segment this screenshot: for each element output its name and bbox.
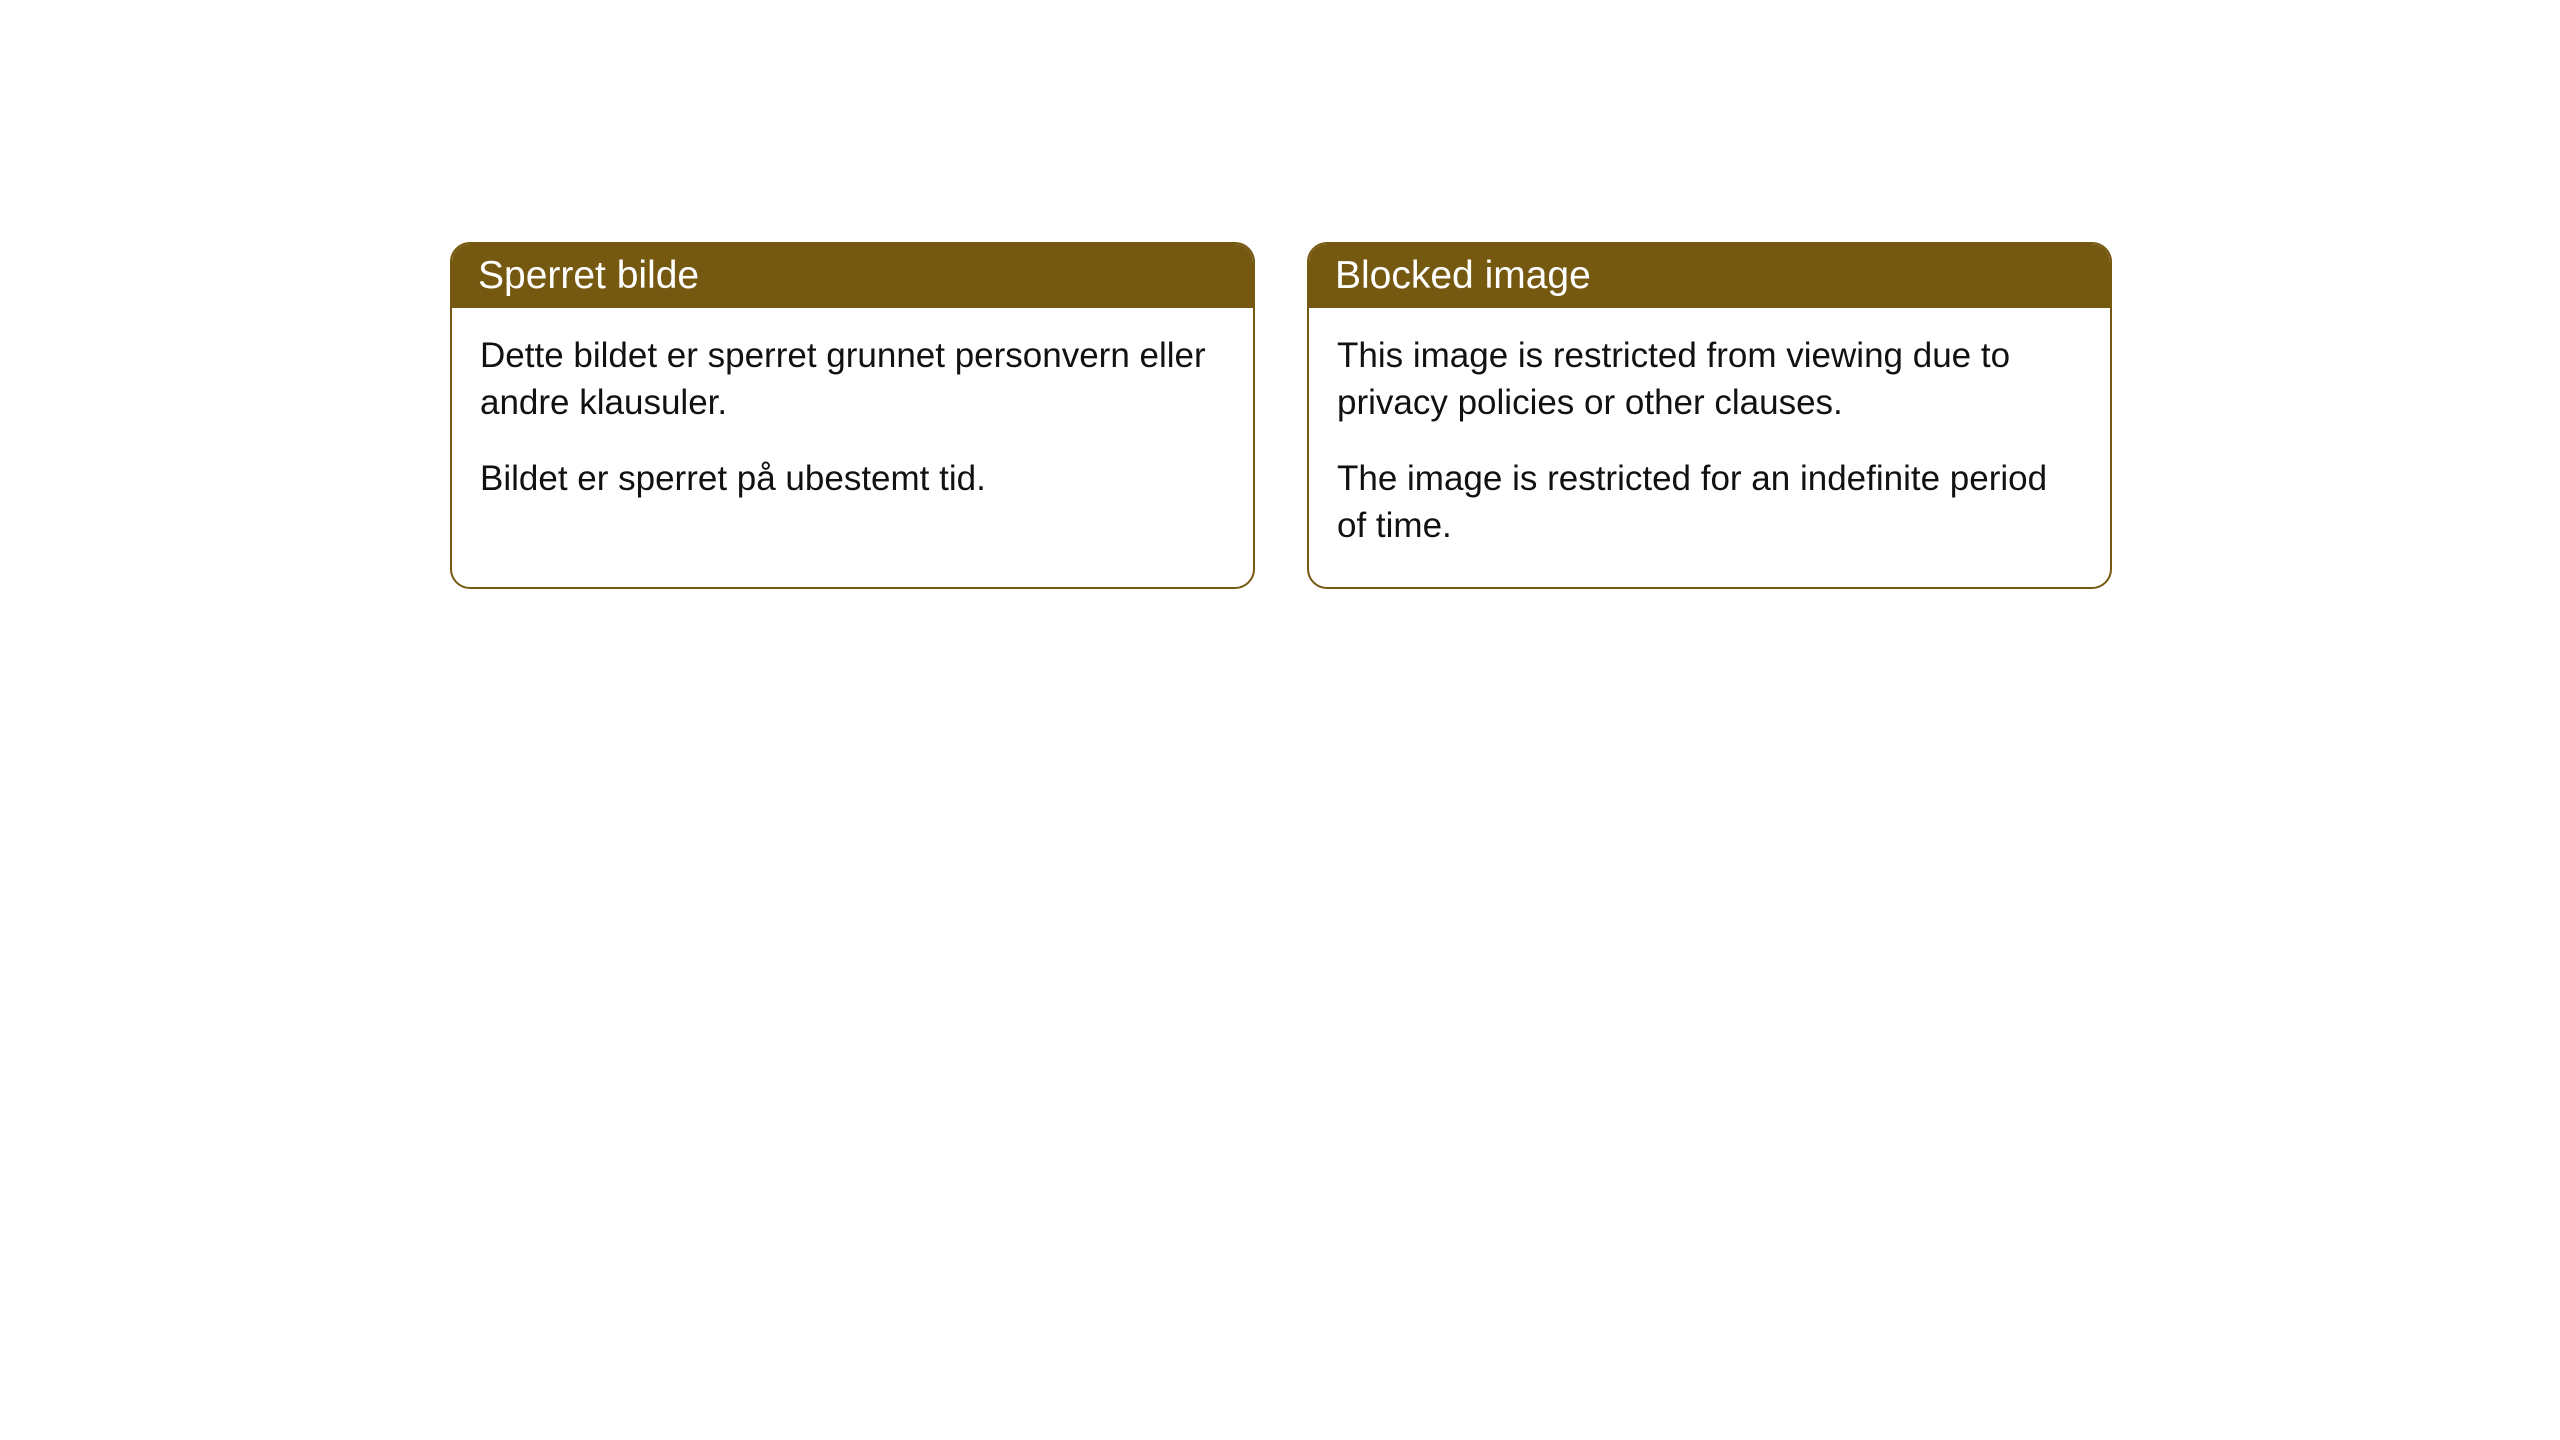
card-header-norwegian: Sperret bilde bbox=[452, 244, 1253, 308]
card-paragraph-2-norwegian: Bildet er sperret på ubestemt tid. bbox=[480, 455, 1225, 502]
card-paragraph-1-english: This image is restricted from viewing du… bbox=[1337, 332, 2082, 427]
card-body-norwegian: Dette bildet er sperret grunnet personve… bbox=[452, 308, 1253, 540]
card-english: Blocked image This image is restricted f… bbox=[1307, 242, 2112, 589]
card-paragraph-1-norwegian: Dette bildet er sperret grunnet personve… bbox=[480, 332, 1225, 427]
card-body-english: This image is restricted from viewing du… bbox=[1309, 308, 2110, 587]
cards-container: Sperret bilde Dette bildet er sperret gr… bbox=[450, 242, 2112, 589]
card-header-english: Blocked image bbox=[1309, 244, 2110, 308]
card-paragraph-2-english: The image is restricted for an indefinit… bbox=[1337, 455, 2082, 550]
card-norwegian: Sperret bilde Dette bildet er sperret gr… bbox=[450, 242, 1255, 589]
